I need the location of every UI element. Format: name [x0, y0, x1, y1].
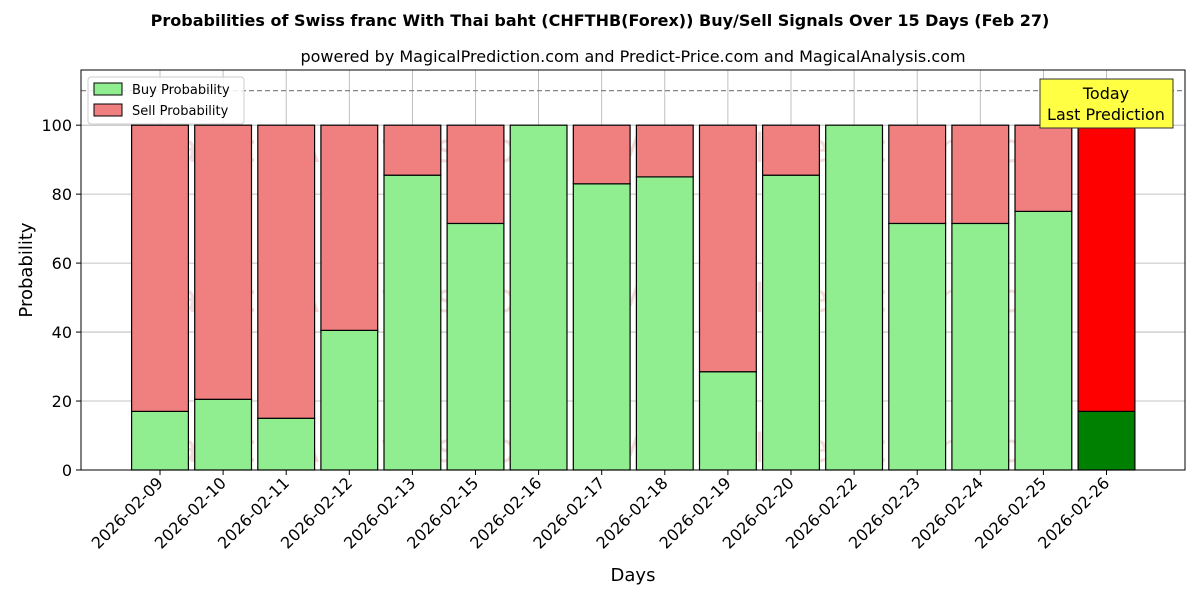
sell-bar	[762, 124, 820, 176]
sell-bar	[383, 124, 442, 176]
chart-title: Probabilities of Swiss franc With Thai b…	[151, 11, 1050, 30]
bar-layer	[81, 90, 1185, 471]
annotation-text: Today	[1082, 84, 1129, 103]
buy-bar	[509, 124, 568, 471]
buy-bar	[320, 329, 379, 471]
legend: Buy Probability Sell Probability	[87, 76, 245, 125]
annotation-text: Last Prediction	[1047, 105, 1165, 124]
legend-label: Sell Probability	[132, 104, 229, 119]
buy-bar	[762, 174, 820, 471]
buy-bar	[635, 176, 694, 471]
buy-bar	[383, 174, 442, 471]
y-tick-label: 0	[62, 461, 72, 480]
y-tick-label: 80	[52, 185, 72, 204]
y-tick-label: 100	[41, 116, 72, 135]
sell-bar	[320, 124, 379, 331]
plot-frame	[80, 69, 1186, 471]
buy-bar	[1014, 210, 1073, 471]
legend-box	[87, 76, 245, 125]
y-axis-label: Probability	[16, 222, 37, 317]
legend-swatch	[93, 82, 123, 96]
sell-bar	[888, 124, 947, 225]
sell-bar	[257, 124, 316, 419]
sell-bar	[131, 124, 189, 412]
buy-bar	[257, 417, 316, 471]
sell-bar	[446, 124, 505, 225]
sell-bar	[1077, 124, 1136, 412]
chart-subtitle: powered by MagicalPrediction.com and Pre…	[300, 47, 965, 66]
buy-bar	[698, 371, 757, 471]
buy-bar	[888, 222, 947, 471]
y-tick-label: 60	[52, 254, 72, 273]
legend-swatch	[93, 103, 123, 117]
sell-bar	[1014, 124, 1073, 212]
sell-bar	[194, 124, 253, 400]
buy-bar	[446, 222, 505, 471]
buy-bar	[131, 410, 189, 471]
buy-bar	[951, 222, 1010, 471]
sell-bar	[951, 124, 1010, 225]
x-axis-label: Days	[611, 565, 656, 586]
buy-bar	[572, 183, 631, 471]
annotation-box	[1039, 78, 1174, 129]
sell-bar	[698, 124, 757, 373]
buy-bar	[825, 124, 884, 471]
sell-bar	[635, 124, 694, 178]
y-tick-label: 40	[52, 323, 72, 342]
legend-label: Buy Probability	[132, 83, 230, 98]
y-tick-label: 20	[52, 392, 72, 411]
buy-bar	[1077, 410, 1136, 471]
today-annotation: Today Last Prediction	[1039, 78, 1174, 129]
buy-bar	[194, 398, 253, 471]
sell-bar	[572, 124, 631, 185]
